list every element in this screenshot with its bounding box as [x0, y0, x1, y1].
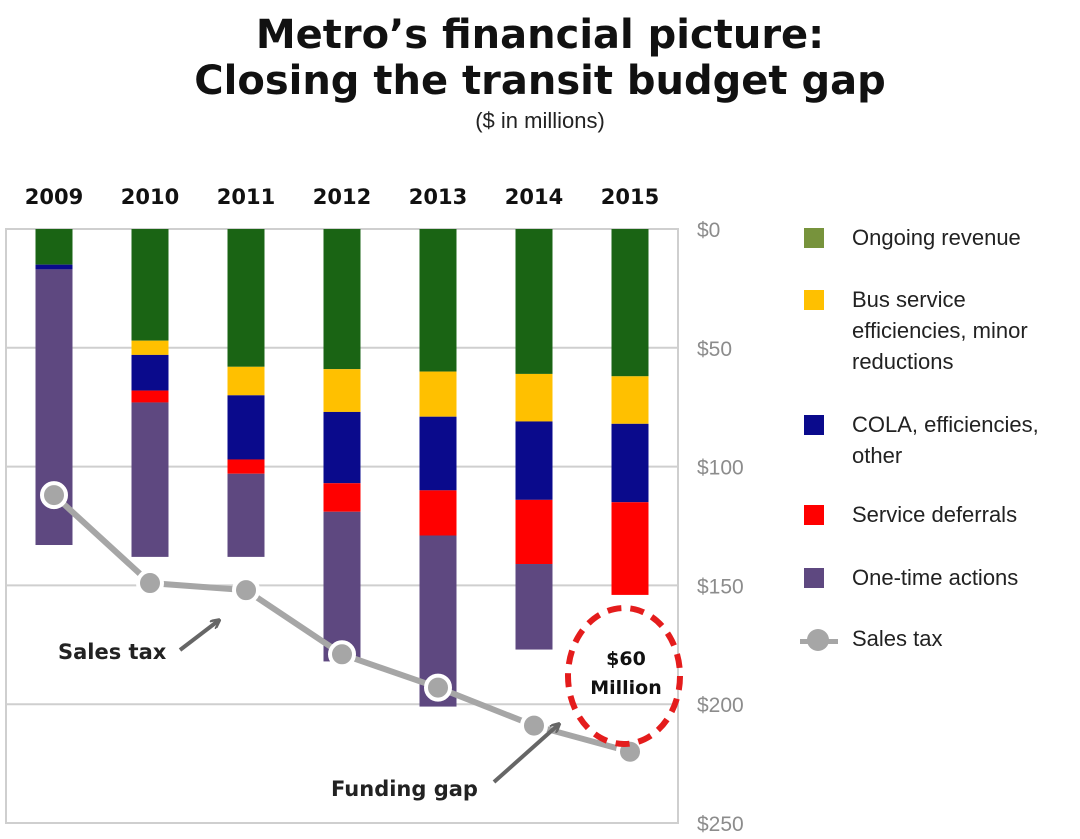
- y-tick-label-200: $200: [697, 694, 744, 717]
- sales-tax-annotation: Sales tax: [58, 640, 167, 664]
- chart-subtitle: ($ in millions): [475, 108, 605, 133]
- bar-2009-cola-efficiencies-other: [35, 264, 73, 270]
- legend-label-one-time-actions: One-time actions: [852, 565, 1019, 590]
- legend-label-bus-service: Bus service efficiencies, minor reductio…: [852, 287, 1028, 374]
- bar-2010-ongoing-revenue: [131, 229, 169, 341]
- bar-2010-cola-efficiencies-other: [131, 354, 169, 391]
- bar-2013-cola-efficiencies-other: [419, 416, 457, 491]
- bar-2013-service-deferrals: [419, 490, 457, 536]
- bar-2012-bus-service-efficiencies-minor-reductions: [323, 369, 361, 412]
- stacked-bars: [35, 229, 649, 707]
- bar-2010-bus-service-efficiencies-minor-reductions: [131, 340, 169, 355]
- funding-gap-annotation: Funding gap: [331, 777, 478, 801]
- bar-2012-one-time-actions: [323, 511, 361, 662]
- sales-tax-point-2012: [328, 640, 356, 669]
- bar-2014-ongoing-revenue: [515, 229, 553, 374]
- legend-swatch-bus-service: [804, 290, 824, 310]
- sales-tax-line: [40, 481, 644, 766]
- bar-2014-cola-efficiencies-other: [515, 421, 553, 500]
- axis-labels: $0 $50 $100 $150 $200 $250 2009 2010 2011 2012 201…: [25, 185, 744, 836]
- sales-tax-point-2010: [136, 569, 164, 598]
- bar-2011-service-deferrals: [227, 459, 265, 474]
- bar-2010-service-deferrals: [131, 390, 169, 403]
- sales-tax-point-2009: [40, 481, 68, 510]
- bar-2014-bus-service-efficiencies-minor-reductions: [515, 373, 553, 422]
- funding-gap-arrow: [492, 725, 558, 784]
- bar-2015-service-deferrals: [611, 502, 649, 595]
- bar-2011-bus-service-efficiencies-minor-reductions: [227, 366, 265, 396]
- x-tick-label-2010: 2010: [121, 185, 179, 209]
- bar-2013-bus-service-efficiencies-minor-reductions: [419, 371, 457, 417]
- sales-tax-arrow: [178, 621, 218, 652]
- y-tick-label-50: $50: [697, 338, 732, 361]
- sales-tax-point-2013: [424, 673, 452, 702]
- bar-2011-cola-efficiencies-other: [227, 395, 265, 460]
- bar-2012-ongoing-revenue: [323, 229, 361, 370]
- legend-swatch-ongoing-revenue: [804, 228, 824, 248]
- bar-2011-ongoing-revenue: [227, 229, 265, 367]
- x-tick-label-2011: 2011: [217, 185, 275, 209]
- legend-swatch-service-deferrals: [804, 505, 824, 525]
- bar-2015-ongoing-revenue: [611, 229, 649, 377]
- bar-2014-service-deferrals: [515, 499, 553, 565]
- bar-2012-service-deferrals: [323, 483, 361, 512]
- bar-2011-one-time-actions: [227, 473, 265, 557]
- gap-amount-label: $60: [606, 648, 646, 670]
- annotations: Sales tax Funding gap $60 Million: [58, 605, 683, 801]
- y-tick-label-100: $100: [697, 457, 744, 480]
- gap-highlight-circle: [565, 605, 683, 747]
- bar-2010-one-time-actions: [131, 402, 169, 557]
- legend-dot-sales-tax: [807, 629, 829, 651]
- y-tick-label-0: $0: [697, 219, 720, 242]
- x-tick-label-2013: 2013: [409, 185, 467, 209]
- legend-swatch-cola: [804, 415, 824, 435]
- bar-2015-cola-efficiencies-other: [611, 423, 649, 503]
- sales-tax-point-2011: [232, 576, 260, 605]
- bar-2013-ongoing-revenue: [419, 229, 457, 372]
- bar-2009-ongoing-revenue: [35, 229, 73, 265]
- legend-label-service-deferrals: Service deferrals: [852, 502, 1018, 527]
- gap-unit-label: Million: [590, 677, 662, 699]
- x-tick-label-2015: 2015: [601, 185, 659, 209]
- bar-2014-one-time-actions: [515, 564, 553, 650]
- legend-label-ongoing-revenue: Ongoing revenue: [852, 225, 1021, 250]
- bar-2015-bus-service-efficiencies-minor-reductions: [611, 376, 649, 424]
- chart-title-line2: Closing the transit budget gap: [194, 58, 886, 104]
- chart-title-line1: Metro’s financial picture:: [255, 12, 825, 58]
- y-tick-label-250: $250: [697, 813, 744, 836]
- legend-swatch-one-time-actions: [804, 568, 824, 588]
- y-tick-label-150: $150: [697, 575, 744, 598]
- legend-label-cola: COLA, efficiencies, other: [852, 412, 1039, 468]
- legend-label-sales-tax: Sales tax: [852, 626, 943, 651]
- x-tick-label-2012: 2012: [313, 185, 371, 209]
- x-tick-label-2009: 2009: [25, 185, 83, 209]
- sales-tax-point-2014: [520, 711, 548, 740]
- x-tick-label-2014: 2014: [505, 185, 563, 209]
- bar-2012-cola-efficiencies-other: [323, 411, 361, 484]
